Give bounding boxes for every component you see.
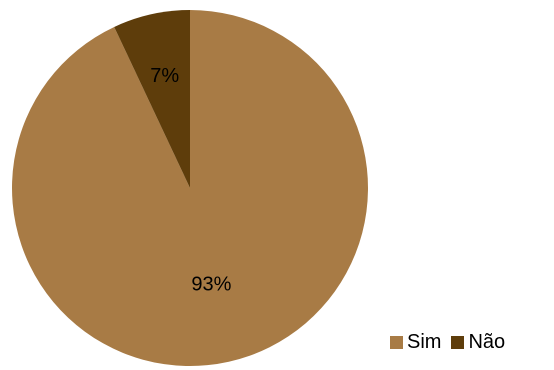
- slice-labels: 93% 7%: [150, 65, 231, 295]
- legend-item-nao: Não: [451, 331, 505, 354]
- legend-label-nao: Não: [468, 331, 506, 353]
- legend-swatch-nao: [451, 336, 465, 349]
- legend: Sim Não: [390, 331, 515, 354]
- slice-sim: [11, 10, 369, 366]
- slice-label-nao: 7%: [150, 65, 179, 87]
- pie-slices: [11, 9, 369, 366]
- legend-swatch-sim: [390, 336, 403, 349]
- legend-label-sim: Sim: [407, 331, 442, 353]
- slice-label-sim: 93%: [191, 274, 231, 296]
- legend-item-sim: Sim: [390, 331, 441, 354]
- slice-nao: [114, 9, 190, 188]
